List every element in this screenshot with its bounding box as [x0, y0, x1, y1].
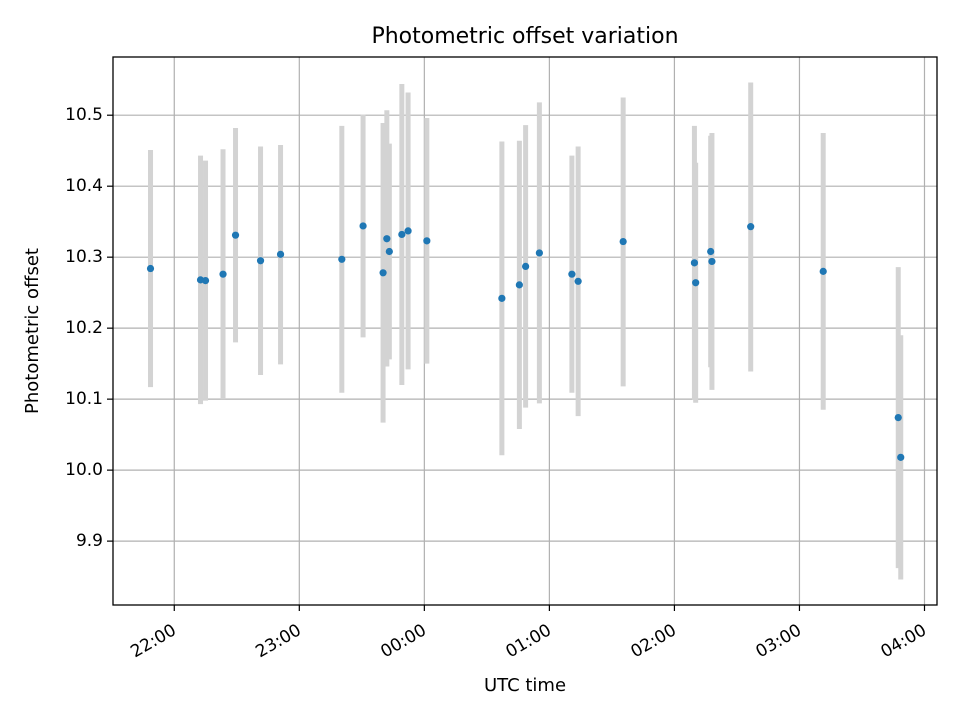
- y-tick-label: 10.1: [65, 389, 103, 409]
- y-tick-label: 9.9: [76, 531, 103, 551]
- data-point: [383, 235, 391, 243]
- plot-frame: [112, 56, 938, 606]
- data-point: [690, 259, 699, 267]
- data-point: [707, 247, 715, 256]
- data-point: [515, 281, 523, 289]
- data-point: [385, 247, 393, 256]
- data-point: [256, 257, 265, 265]
- data-point: [276, 250, 285, 258]
- y-tick-label: 10.5: [65, 105, 103, 125]
- data-point: [897, 453, 905, 461]
- data-point: [692, 279, 700, 287]
- y-tick-label: 10.0: [65, 460, 103, 480]
- data-point: [219, 270, 227, 278]
- y-tick-label: 10.2: [65, 318, 103, 338]
- data-points: [146, 222, 905, 461]
- data-point: [338, 255, 346, 263]
- data-point: [619, 237, 627, 246]
- data-point: [423, 237, 431, 245]
- x-axis-label: UTC time: [484, 675, 566, 696]
- data-point: [894, 414, 902, 422]
- data-point: [498, 294, 506, 302]
- data-point: [231, 231, 240, 239]
- y-tick-label: 10.4: [65, 176, 103, 196]
- data-point: [747, 223, 755, 231]
- data-point: [535, 249, 543, 257]
- data-point: [404, 227, 412, 235]
- data-point: [522, 262, 530, 271]
- data-point: [146, 264, 155, 273]
- data-point: [398, 230, 406, 239]
- data-point: [574, 277, 582, 285]
- data-point: [819, 267, 827, 275]
- y-axis-ticks: 9.9 10.0 10.1 10.2 10.3 10.4 10.5: [65, 105, 113, 551]
- data-point: [568, 270, 576, 278]
- data-point: [379, 269, 387, 277]
- data-point: [708, 257, 716, 266]
- chart-title: Photometric offset variation: [371, 24, 678, 49]
- data-point: [359, 222, 367, 230]
- y-tick-label: 10.3: [65, 247, 103, 267]
- y-axis-label: Photometric offset: [22, 248, 43, 414]
- data-point: [201, 277, 210, 285]
